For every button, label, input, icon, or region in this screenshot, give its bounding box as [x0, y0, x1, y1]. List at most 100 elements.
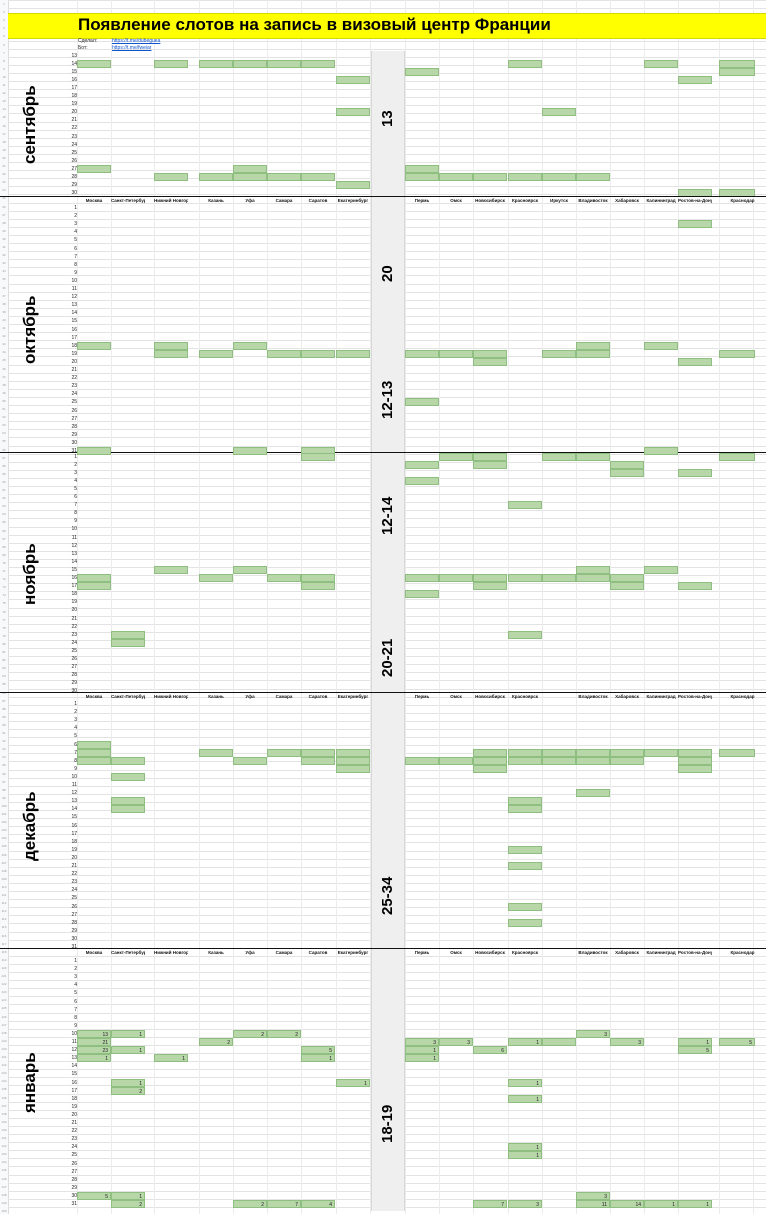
slot-cell[interactable] [405, 67, 439, 76]
row-number[interactable]: 29 [2, 228, 6, 233]
row-number[interactable]: 98 [2, 787, 6, 792]
row-number[interactable]: 35 [2, 277, 6, 282]
row-number[interactable]: 149 [1, 1200, 7, 1205]
slot-cell[interactable] [644, 59, 678, 68]
row-number[interactable]: 111 [1, 893, 7, 897]
slot-cell[interactable]: 2 [111, 1086, 145, 1095]
slot-cell[interactable] [576, 574, 610, 583]
row-number[interactable]: 65 [2, 520, 6, 525]
row-number[interactable]: 62 [2, 496, 6, 501]
slot-cell[interactable] [610, 574, 644, 583]
slot-cell[interactable] [719, 452, 755, 461]
slot-cell[interactable] [719, 349, 755, 358]
row-number[interactable]: 121 [1, 974, 7, 978]
slot-cell[interactable] [233, 565, 267, 574]
slot-cell[interactable] [508, 756, 542, 765]
slot-cell[interactable] [439, 349, 473, 358]
slot-cell[interactable] [678, 75, 712, 84]
row-number[interactable]: 26 [2, 204, 6, 209]
slot-cell[interactable]: 2 [233, 1200, 267, 1209]
slot-cell[interactable] [77, 748, 111, 757]
row-number[interactable]: 139 [1, 1119, 7, 1124]
slot-cell[interactable] [405, 574, 439, 583]
slot-cell[interactable]: 11 [576, 1200, 610, 1209]
slot-cell[interactable]: 1 [508, 1078, 542, 1087]
title-bar[interactable] [8, 13, 766, 39]
slot-cell[interactable] [439, 574, 473, 583]
slot-cell[interactable] [111, 756, 145, 765]
slot-cell[interactable]: 1 [508, 1038, 542, 1047]
slot-cell[interactable] [77, 341, 111, 350]
row-number[interactable]: 74 [2, 593, 6, 598]
row-number[interactable]: 31 [2, 245, 6, 249]
row-number[interactable]: 101 [1, 812, 7, 816]
slot-cell[interactable] [301, 748, 335, 757]
row-number[interactable]: 94 [2, 755, 6, 760]
slot-cell[interactable] [542, 173, 576, 182]
row-number[interactable]: 143 [1, 1152, 7, 1157]
slot-cell[interactable] [508, 797, 542, 806]
slot-cell[interactable] [405, 590, 439, 599]
slot-cell[interactable] [473, 756, 507, 765]
row-number[interactable]: 80 [2, 641, 6, 646]
row-number[interactable]: 15 [2, 115, 6, 120]
slot-cell[interactable]: 23 [77, 1046, 111, 1055]
slot-cell[interactable] [77, 447, 111, 456]
slot-cell[interactable] [199, 748, 233, 757]
slot-cell[interactable] [336, 108, 370, 117]
row-number[interactable]: 11 [2, 83, 6, 87]
row-number[interactable]: 123 [1, 990, 7, 995]
row-number[interactable]: 67 [2, 536, 6, 541]
row-number[interactable]: 141 [1, 1136, 7, 1140]
row-number[interactable]: 132 [1, 1063, 7, 1068]
row-number[interactable]: 61 [2, 488, 6, 492]
slot-cell[interactable] [301, 574, 335, 583]
slot-cell[interactable]: 5 [77, 1191, 111, 1200]
slot-cell[interactable] [473, 582, 507, 591]
row-number[interactable]: 3 [3, 18, 5, 23]
row-number[interactable]: 120 [1, 965, 7, 970]
row-number[interactable]: 66 [2, 528, 6, 533]
slot-cell[interactable] [267, 748, 301, 757]
row-number[interactable]: 150 [1, 1208, 7, 1213]
slot-cell[interactable]: 5 [678, 1046, 712, 1055]
row-number[interactable]: 134 [1, 1079, 7, 1084]
row-number[interactable]: 138 [1, 1111, 7, 1116]
slot-cell[interactable] [111, 797, 145, 806]
slot-cell[interactable] [473, 452, 507, 461]
row-number[interactable]: 12 [2, 91, 6, 96]
row-number[interactable]: 39 [2, 309, 6, 314]
slot-cell[interactable]: 3 [576, 1191, 610, 1200]
row-number[interactable]: 109 [1, 876, 7, 881]
slot-cell[interactable]: 1 [154, 1054, 188, 1063]
slot-cell[interactable] [508, 630, 542, 639]
row-number[interactable]: 60 [2, 479, 6, 484]
slot-cell[interactable] [508, 501, 542, 510]
slot-cell[interactable]: 1 [301, 1054, 335, 1063]
slot-cell[interactable] [508, 862, 542, 871]
row-number[interactable]: 19 [2, 147, 6, 152]
row-number[interactable]: 22 [2, 172, 6, 177]
slot-cell[interactable] [508, 805, 542, 814]
row-number[interactable]: 1 [3, 2, 5, 6]
slot-cell[interactable] [473, 460, 507, 469]
slot-cell[interactable]: 1 [508, 1143, 542, 1152]
row-number[interactable]: 44 [2, 350, 6, 355]
row-number[interactable]: 83 [2, 666, 6, 671]
slot-cell[interactable] [508, 59, 542, 68]
slot-cell[interactable] [473, 173, 507, 182]
row-number[interactable]: 107 [1, 860, 7, 865]
row-number[interactable]: 105 [1, 844, 7, 849]
slot-cell[interactable] [199, 59, 233, 68]
row-number[interactable]: 135 [1, 1087, 7, 1092]
slot-cell[interactable] [77, 740, 111, 749]
row-number[interactable]: 87 [2, 698, 6, 703]
row-number[interactable]: 71 [2, 569, 6, 573]
slot-cell[interactable]: 1 [678, 1038, 712, 1047]
row-number[interactable]: 20 [2, 155, 6, 160]
slot-cell[interactable]: 5 [719, 1038, 755, 1047]
row-number[interactable]: 116 [1, 933, 7, 938]
row-number[interactable]: 106 [1, 852, 7, 857]
row-number[interactable]: 38 [2, 301, 6, 306]
row-number[interactable]: 131 [1, 1055, 7, 1059]
